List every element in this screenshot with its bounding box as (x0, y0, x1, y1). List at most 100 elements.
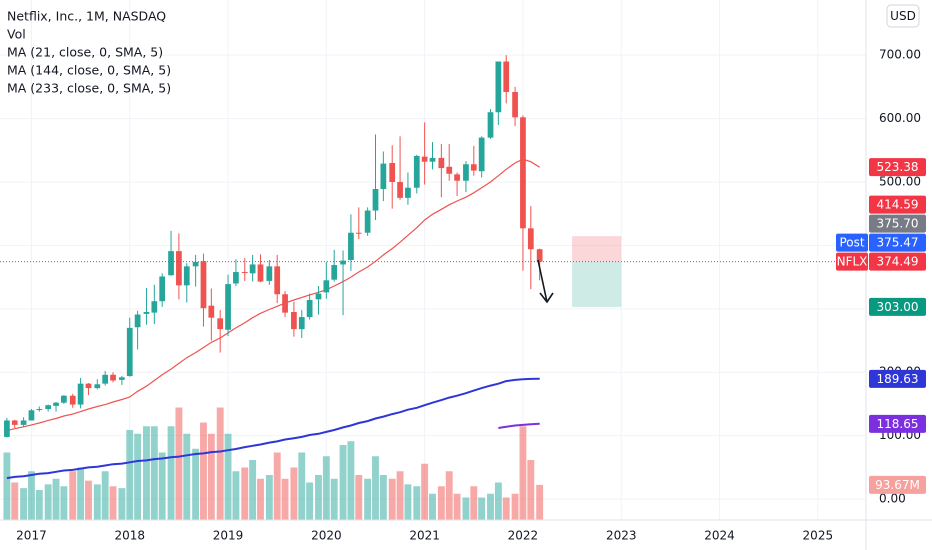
price-tag-prefix (836, 233, 868, 252)
volume-bar (322, 456, 330, 520)
volume-bar (536, 484, 544, 520)
candle-body (380, 163, 387, 189)
volume-bar (478, 497, 486, 520)
candle-body (77, 383, 84, 405)
volume-bar (167, 426, 175, 520)
x-tick-label: 2021 (409, 529, 440, 543)
candle-body (200, 261, 207, 309)
candle-body (11, 420, 18, 425)
volume-bar (126, 430, 134, 520)
candle-body (372, 188, 379, 211)
candle-body (102, 374, 109, 384)
candle-body (217, 318, 224, 330)
volume-bar (101, 471, 109, 520)
candle-body (233, 272, 239, 284)
legend-entry: MA (144, close, 0, SMA, 5) (7, 63, 171, 78)
volume-bar (200, 422, 207, 520)
candle-body (520, 117, 526, 229)
volume-bar (3, 452, 11, 520)
volume-bar (28, 471, 35, 520)
candle-body (257, 264, 264, 282)
volume-bar (257, 478, 264, 520)
x-tick-label: 2025 (803, 529, 834, 543)
legend-entry: MA (233, close, 0, SMA, 5) (7, 81, 171, 96)
price-tag-label: 303.00 (877, 300, 919, 314)
volume-bar (52, 478, 60, 520)
candle-body (454, 174, 460, 181)
moving-average-line (498, 422, 540, 429)
volume-bar (143, 426, 150, 520)
candle-body (413, 156, 420, 188)
volume-bar (379, 475, 387, 520)
volume-bar (290, 467, 298, 520)
candle-body (94, 384, 101, 389)
price-tag-label: 375.47 (877, 236, 919, 250)
moving-average-line (6, 377, 540, 480)
price-tag-label: 118.65 (877, 417, 919, 431)
volume-bar (306, 482, 314, 520)
volume-bar (388, 478, 396, 520)
volume-bar (109, 486, 117, 520)
price-tag (869, 233, 926, 252)
candle-body (331, 265, 338, 280)
candle-body (20, 420, 27, 425)
volume-bar (494, 482, 502, 520)
volume-bar (502, 497, 510, 520)
volume-bar (85, 480, 92, 520)
candle-body (348, 232, 354, 260)
price-tag (869, 414, 926, 433)
volume-bar (519, 426, 527, 520)
candle-body (503, 61, 510, 92)
volume-bar (44, 484, 52, 520)
candle-body (512, 91, 518, 118)
y-tick-label: 600.00 (879, 111, 921, 125)
price-tag-prefix-label: NFLX (837, 255, 868, 269)
price-tag (869, 252, 926, 271)
volume-bar (437, 486, 445, 520)
grid (0, 0, 866, 520)
candle-body (495, 61, 502, 113)
candle-body (266, 266, 273, 281)
candle-body (446, 166, 453, 174)
arrow-drawing[interactable] (537, 259, 554, 304)
candle-body (45, 405, 52, 410)
candle-body (397, 182, 403, 198)
volume-bar (339, 445, 347, 520)
candle-body (208, 305, 215, 318)
x-tick-label: 2023 (606, 529, 637, 543)
candle-body (249, 264, 256, 274)
volume-bar (470, 486, 478, 520)
candle-body (176, 251, 182, 286)
legend: MA (21, close, 0, SMA, 5) MA (144, close,… (7, 45, 171, 96)
candle-body (134, 314, 141, 328)
candle-body (487, 112, 494, 138)
volume-bar (134, 433, 142, 520)
volume-bar (445, 471, 453, 520)
volume-bar (347, 441, 355, 520)
volume-bar (273, 452, 281, 520)
price-tag-label: 93.67M (875, 478, 920, 492)
volume-bar (216, 407, 224, 520)
volume-bar (511, 493, 519, 520)
legend-title: Netflix, Inc., 1M, NASDAQ (7, 9, 166, 24)
candle-body (274, 266, 281, 295)
volume-bar (192, 448, 200, 520)
volume-bar (355, 475, 363, 520)
volume-bar (175, 407, 183, 520)
x-tick-label: 2018 (114, 529, 145, 543)
candle-body (168, 251, 174, 276)
price-tag-label: 375.70 (877, 217, 919, 231)
volume-bar (462, 497, 470, 520)
price-tag-label: 414.59 (877, 198, 919, 212)
candle-body (183, 266, 190, 286)
currency-button[interactable] (886, 4, 920, 28)
volume-bar (150, 426, 158, 520)
price-tag (869, 475, 926, 494)
volume-bar (11, 482, 19, 520)
candle-body (429, 157, 436, 162)
volume-bar (527, 460, 535, 520)
x-tick-label: 2017 (16, 529, 47, 543)
x-tick-label: 2020 (311, 529, 342, 543)
volume-bar (487, 493, 494, 520)
candle-body (536, 249, 543, 262)
